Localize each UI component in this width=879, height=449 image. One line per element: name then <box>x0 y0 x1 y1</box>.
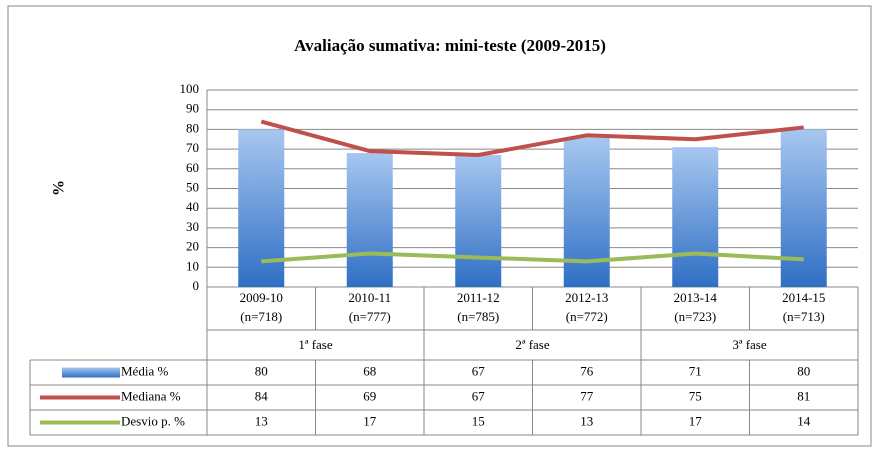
bar <box>780 129 827 287</box>
table-value: 67 <box>472 363 486 378</box>
table-value: 80 <box>797 363 810 378</box>
y-tick-label: 70 <box>186 140 199 155</box>
table-value: 15 <box>472 413 485 428</box>
group-label: 2ª fase <box>515 337 549 352</box>
legend-swatch <box>62 367 120 378</box>
x-tick-count: (n=713) <box>783 309 825 324</box>
y-tick-label: 30 <box>186 219 199 234</box>
y-tick-label: 50 <box>186 179 199 194</box>
x-tick-label: 2012-13 <box>565 290 608 305</box>
bar <box>672 147 719 287</box>
legend-label: Mediana % <box>121 388 181 403</box>
x-tick-count: (n=777) <box>349 309 391 324</box>
line <box>260 119 804 158</box>
bar <box>563 137 610 287</box>
x-tick-label: 2009-10 <box>240 290 283 305</box>
chart-title: Avaliação sumativa: mini-teste (2009-201… <box>294 36 606 55</box>
y-tick-label: 10 <box>186 258 199 273</box>
table-value: 13 <box>255 413 268 428</box>
table-value: 17 <box>363 413 377 428</box>
table-value: 75 <box>689 388 702 403</box>
x-tick-label: 2011-12 <box>457 290 500 305</box>
x-tick-label: 2014-15 <box>782 290 825 305</box>
y-tick-label: 40 <box>186 199 199 214</box>
y-tick-label: 90 <box>186 101 199 116</box>
frame <box>7 5 872 447</box>
table-value: 14 <box>797 413 811 428</box>
bar <box>238 129 285 287</box>
group-label: 1ª fase <box>298 337 332 352</box>
y-tick-label: 60 <box>186 160 199 175</box>
table-value: 69 <box>363 388 376 403</box>
table-value: 77 <box>580 388 594 403</box>
line <box>261 251 804 264</box>
y-tick-label: 0 <box>193 278 200 293</box>
table-value: 17 <box>689 413 703 428</box>
y-tick-label: 100 <box>180 81 200 96</box>
x-tick-count: (n=723) <box>674 309 716 324</box>
x-tick-count: (n=718) <box>240 309 282 324</box>
table-value: 80 <box>255 363 268 378</box>
table-value: 68 <box>363 363 376 378</box>
y-axis-label: % <box>51 180 68 196</box>
table-value: 71 <box>689 363 702 378</box>
x-tick-count: (n=785) <box>457 309 499 324</box>
table-value: 67 <box>472 388 486 403</box>
x-tick-count: (n=772) <box>566 309 608 324</box>
x-tick-label: 2010-11 <box>348 290 391 305</box>
bar <box>346 153 393 287</box>
legend-label: Média % <box>121 363 168 378</box>
table-value: 13 <box>580 413 593 428</box>
bar <box>455 155 502 287</box>
table-value: 76 <box>580 363 594 378</box>
y-tick-label: 20 <box>186 239 199 254</box>
y-tick-label: 80 <box>186 120 199 135</box>
legend-label: Desvio p. % <box>121 413 185 428</box>
table-value: 84 <box>255 388 269 403</box>
x-tick-label: 2013-14 <box>674 290 718 305</box>
table-value: 81 <box>797 388 810 403</box>
group-label: 3ª fase <box>732 337 766 352</box>
